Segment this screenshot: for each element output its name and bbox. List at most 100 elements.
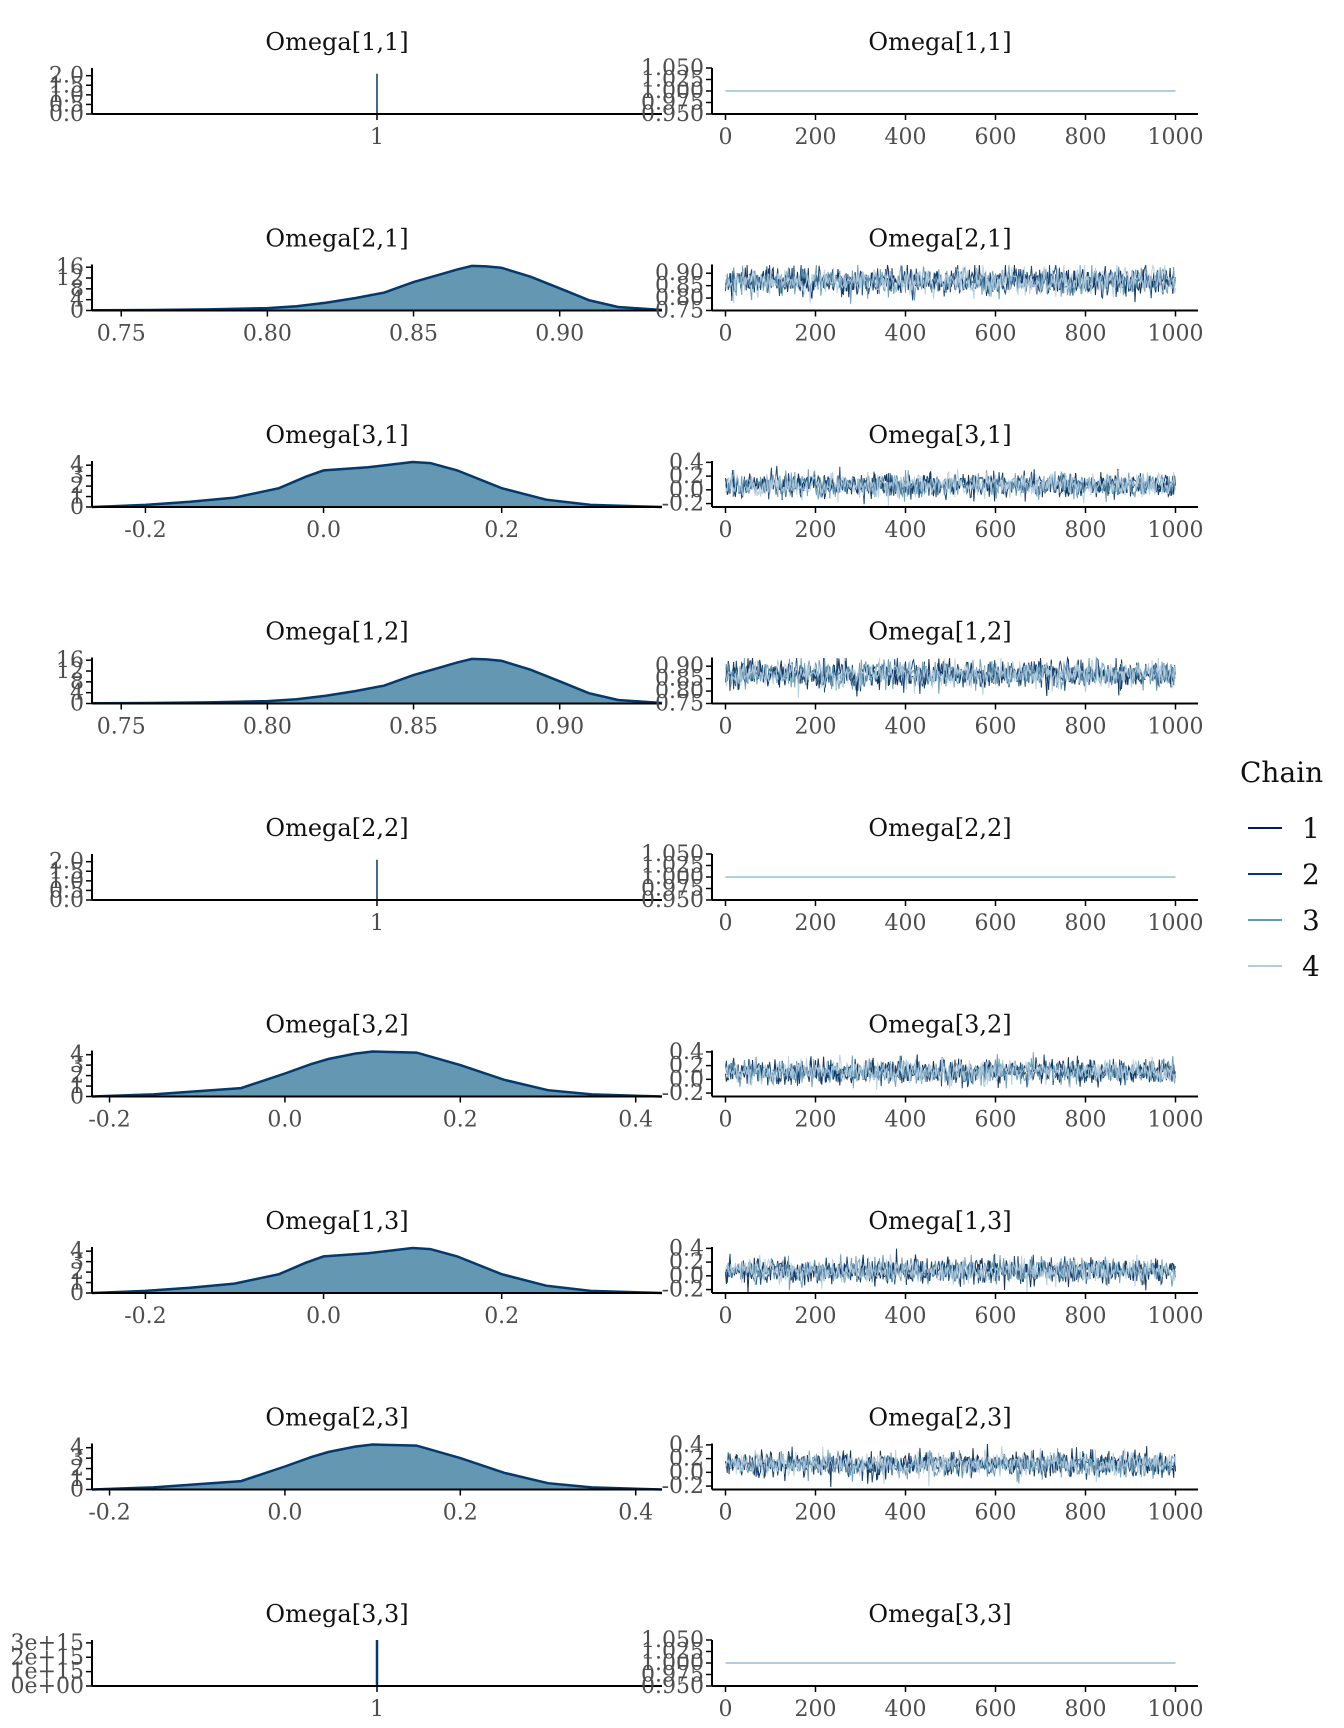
x-tick-label: 200 [795, 911, 837, 936]
x-tick-label: 1000 [1148, 1501, 1204, 1526]
y-tick-label: 1.000 [641, 1651, 704, 1676]
density-area [92, 1248, 662, 1293]
trace-panel-3: Omega[3,1] 0 200 400 600 800 1000 -0.20.00.20.4 [662, 421, 1204, 543]
panel-title: Omega[1,3] [265, 1207, 408, 1235]
x-tick-label: 0 [719, 911, 733, 936]
x-tick-label: 400 [885, 1304, 927, 1329]
y-tick-label: 3e+15 [11, 1631, 84, 1656]
x-tick-label: 1000 [1148, 1304, 1204, 1329]
density-line [91, 264, 663, 312]
y-tick-label: 0.85 [655, 667, 704, 692]
y-tick-label: 0.950 [641, 1674, 704, 1699]
y-tick-label: 0.4 [669, 1433, 704, 1458]
x-tick-label: 0.85 [389, 322, 438, 347]
x-tick-label: 800 [1065, 1501, 1107, 1526]
y-tick-label: 1.000 [641, 865, 704, 890]
y-tick-label: 0.5 [49, 878, 84, 903]
x-tick-label: 400 [885, 911, 927, 936]
x-tick-label: 200 [795, 1304, 837, 1329]
y-tick-label: 2 [70, 1260, 84, 1285]
x-tick-label: 0 [719, 1501, 733, 1526]
y-tick-label: 1.025 [641, 1640, 704, 1665]
y-tick-label: 0 [70, 1085, 84, 1110]
y-tick-label: 0.0 [669, 1067, 704, 1092]
x-tick-label: 0.4 [618, 1108, 653, 1133]
x-tick-label: 0.2 [484, 518, 519, 543]
x-tick-label: 200 [795, 322, 837, 347]
x-tick-label: 600 [975, 1501, 1017, 1526]
density-line [91, 1443, 663, 1491]
x-tick-label: 200 [795, 518, 837, 543]
y-tick-label: 1e+15 [11, 1660, 84, 1685]
x-tick-label: 0.80 [243, 715, 292, 740]
x-tick-label: 800 [1065, 1697, 1107, 1722]
x-tick-label: 800 [1065, 125, 1107, 150]
x-tick-label: 0 [719, 715, 733, 740]
x-tick-label: 600 [975, 911, 1017, 936]
y-tick-label: 1.050 [641, 56, 704, 81]
panel-title: Omega[2,3] [265, 1404, 408, 1432]
x-tick-label: 600 [975, 322, 1017, 347]
y-tick-label: 0.4 [669, 1236, 704, 1261]
density-area [92, 462, 662, 507]
trace-line-chain-4 [725, 657, 1176, 698]
y-tick-label: -0.2 [662, 1278, 704, 1303]
x-tick-label: 400 [885, 1108, 927, 1133]
trace-panel-5: Omega[2,2]0 200 400 600 800 10000.9500.9751.0… [641, 814, 1203, 936]
x-tick-label: 1 [370, 1697, 384, 1722]
y-tick-label: 1.0 [49, 83, 84, 108]
x-tick-label: 1000 [1148, 1108, 1204, 1133]
trace-panel-7: Omega[1,3] 0 200 400 600 800 1000 -0.20.00.20.4 [662, 1207, 1204, 1329]
x-tick-label: 800 [1065, 1108, 1107, 1133]
x-tick-label: 1000 [1148, 125, 1204, 150]
x-tick-label: 400 [885, 518, 927, 543]
panel-title: Omega[1,2] [868, 618, 1011, 646]
y-tick-label: 0.0 [49, 102, 84, 127]
y-tick-label: 0.2 [669, 1447, 704, 1472]
x-tick-label: 0.2 [484, 1304, 519, 1329]
x-tick-label: 400 [885, 322, 927, 347]
y-tick-label: 0.2 [669, 1054, 704, 1079]
x-tick-label: 0 [719, 1697, 733, 1722]
panel-title: Omega[1,1] [265, 28, 408, 56]
trace-panel-1: Omega[1,1]0 200 400 600 800 10000.9500.9751.0… [641, 28, 1203, 150]
panel-title: Omega[2,1] [868, 225, 1011, 253]
y-tick-label: -0.2 [662, 1081, 704, 1106]
y-tick-label: 2.0 [49, 850, 84, 875]
y-tick-label: 0.5 [49, 92, 84, 117]
y-tick-label: 4 [70, 1436, 84, 1461]
x-tick-label: 1000 [1148, 1697, 1204, 1722]
x-tick-label: 0.0 [306, 1304, 341, 1329]
x-tick-label: -0.2 [88, 1108, 130, 1133]
panel-title: Omega[3,3] [265, 1600, 408, 1628]
x-tick-label: 0.75 [97, 322, 146, 347]
y-tick-label: 0.4 [669, 450, 704, 475]
y-tick-label: 2 [70, 474, 84, 499]
y-tick-label: 0.75 [655, 299, 704, 324]
y-tick-label: 0.975 [641, 877, 704, 902]
y-tick-label: 4 [70, 288, 84, 313]
y-tick-label: 1 [70, 1467, 84, 1492]
y-tick-label: 0 [70, 299, 84, 324]
y-tick-label: 1.025 [641, 854, 704, 879]
y-tick-label: 0.0 [669, 1460, 704, 1485]
y-tick-label: 0.975 [641, 1663, 704, 1688]
y-tick-label: 3 [70, 464, 84, 489]
y-tick-label: 0.2 [669, 1250, 704, 1275]
x-tick-label: 0 [719, 1304, 733, 1329]
x-tick-label: 200 [795, 1501, 837, 1526]
density-line [91, 1050, 663, 1098]
x-tick-label: 0.90 [535, 322, 584, 347]
panel-title: Omega[2,3] [868, 1404, 1011, 1432]
x-tick-label: 0.90 [535, 715, 584, 740]
y-tick-label: 16 [56, 255, 84, 280]
x-tick-label: 400 [885, 125, 927, 150]
x-tick-label: 0 [719, 1108, 733, 1133]
y-tick-label: 1.5 [49, 859, 84, 884]
chain-legend: Chain 1 2 3 4 [1240, 756, 1323, 983]
